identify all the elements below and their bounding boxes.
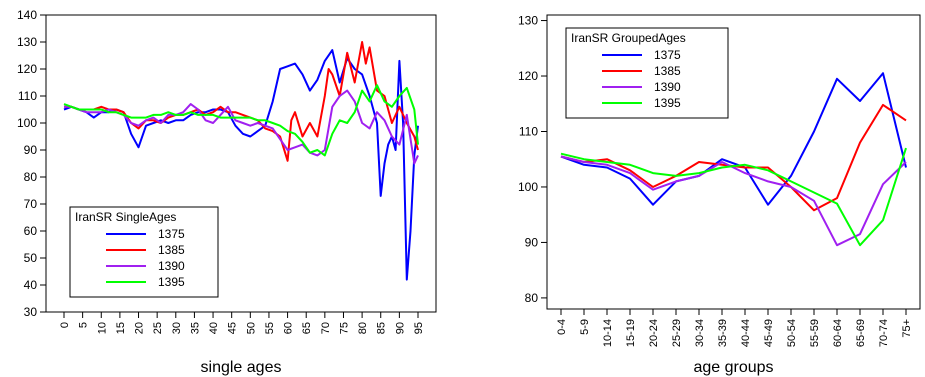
y-tick-label: 80 bbox=[24, 170, 38, 184]
y-tick-label: 100 bbox=[518, 180, 538, 194]
legend-label-1385: 1385 bbox=[158, 243, 185, 257]
y-tick-label: 60 bbox=[24, 224, 38, 238]
series-line-1385 bbox=[64, 41, 419, 162]
y-tick-label: 130 bbox=[518, 14, 538, 28]
series-line-1375 bbox=[63, 49, 419, 281]
y-tick-label: 110 bbox=[18, 89, 37, 103]
legend-label-1395: 1395 bbox=[654, 96, 681, 110]
legend: IranSR SingleAges 1375 1385 1390 1395 bbox=[69, 206, 219, 298]
legend-label-1385: 1385 bbox=[654, 64, 681, 78]
legend-label-1390: 1390 bbox=[654, 80, 681, 94]
x-tick-label: 95 bbox=[413, 322, 425, 334]
x-tick-label: 35 bbox=[189, 322, 201, 334]
x-tick-label: 80 bbox=[357, 322, 369, 334]
y-tick-label: 90 bbox=[525, 235, 539, 249]
x-tick-label: 65-69 bbox=[855, 319, 867, 347]
y-tick-label: 70 bbox=[24, 197, 38, 211]
x-tick-label: 75 bbox=[338, 322, 350, 334]
y-tick-label: 120 bbox=[17, 62, 37, 76]
x-tick-label: 35-39 bbox=[717, 319, 729, 347]
x-tick-label: 25 bbox=[152, 322, 164, 334]
x-tick-label: 20 bbox=[134, 322, 146, 334]
y-tick-label: 80 bbox=[525, 291, 539, 305]
y-tick-label: 120 bbox=[518, 69, 538, 83]
x-tick-label: 30 bbox=[171, 322, 183, 334]
x-tick-label: 60 bbox=[283, 322, 295, 334]
legend-title: IranSR GroupedAges bbox=[571, 31, 686, 45]
x-tick-label: 60-64 bbox=[832, 319, 844, 347]
x-tick-label: 0 bbox=[59, 322, 71, 328]
series-line-1390 bbox=[64, 89, 419, 165]
y-tick-label: 130 bbox=[17, 35, 37, 49]
x-tick-label: 5-9 bbox=[579, 319, 591, 335]
series-line-1390 bbox=[560, 155, 907, 247]
legend-label-1390: 1390 bbox=[158, 259, 185, 273]
y-tick-label: 110 bbox=[519, 124, 538, 138]
legend-label-1375: 1375 bbox=[654, 48, 681, 62]
x-tick-label: 70-74 bbox=[878, 319, 890, 347]
legend: IranSR GroupedAges 1375 1385 1390 1395 bbox=[565, 27, 729, 119]
x-tick-label: 15-19 bbox=[625, 319, 637, 347]
x-tick-label: 30-34 bbox=[694, 319, 706, 347]
series-line-1385 bbox=[560, 103, 907, 212]
x-tick-label: 15 bbox=[115, 322, 127, 334]
y-tick-label: 100 bbox=[17, 116, 37, 130]
x-tick-label: 45-49 bbox=[763, 319, 775, 347]
x-tick-label: 10 bbox=[96, 322, 108, 334]
legend-box bbox=[565, 27, 729, 119]
x-tick-label: 40 bbox=[208, 322, 220, 334]
x-tick-label: 75+ bbox=[901, 319, 913, 338]
y-tick-label: 140 bbox=[17, 8, 37, 22]
x-tick-label: 25-29 bbox=[671, 319, 683, 347]
legend-title: IranSR SingleAges bbox=[75, 210, 176, 224]
x-tick-label: 45 bbox=[227, 322, 239, 334]
x-tick-label: 55-59 bbox=[809, 319, 821, 347]
series-line-1375 bbox=[560, 72, 907, 206]
x-tick-label: 55 bbox=[264, 322, 276, 334]
series-line-1395 bbox=[560, 147, 907, 247]
x-tick-label: 0-4 bbox=[556, 319, 568, 335]
x-tick-label: 65 bbox=[301, 322, 313, 334]
x-axis-title: single ages bbox=[201, 359, 282, 376]
plot-frame bbox=[45, 14, 437, 313]
y-tick-label: 40 bbox=[24, 278, 38, 292]
y-tick-label: 90 bbox=[24, 143, 38, 157]
legend-label-1375: 1375 bbox=[158, 227, 185, 241]
y-tick-label: 50 bbox=[24, 251, 38, 265]
series-line-1395 bbox=[63, 84, 419, 157]
x-tick-label: 70 bbox=[320, 322, 332, 334]
x-tick-label: 85 bbox=[376, 322, 388, 334]
x-tick-label: 5 bbox=[78, 322, 90, 328]
x-tick-label: 40-44 bbox=[740, 319, 752, 347]
x-axis-title: age groups bbox=[693, 359, 773, 376]
x-tick-label: 50 bbox=[245, 322, 257, 334]
x-tick-label: 90 bbox=[394, 322, 406, 334]
legend-label-1395: 1395 bbox=[158, 275, 185, 289]
y-tick-label: 30 bbox=[24, 305, 38, 319]
chart-panel-left: 30 40 50 60 70 80 90 100 110 120 130 140 0 5 10 15 20 25 3… bbox=[17, 8, 437, 376]
x-tick-label: 10-14 bbox=[602, 319, 614, 347]
chart-panel-right: 80 90 100 110 120 130 0-4 5-9 10-14 15-19 20-24 25-… bbox=[518, 14, 921, 376]
x-tick-label: 50-54 bbox=[786, 319, 798, 347]
x-tick-label: 20-24 bbox=[648, 319, 660, 347]
plot-frame bbox=[546, 14, 921, 310]
